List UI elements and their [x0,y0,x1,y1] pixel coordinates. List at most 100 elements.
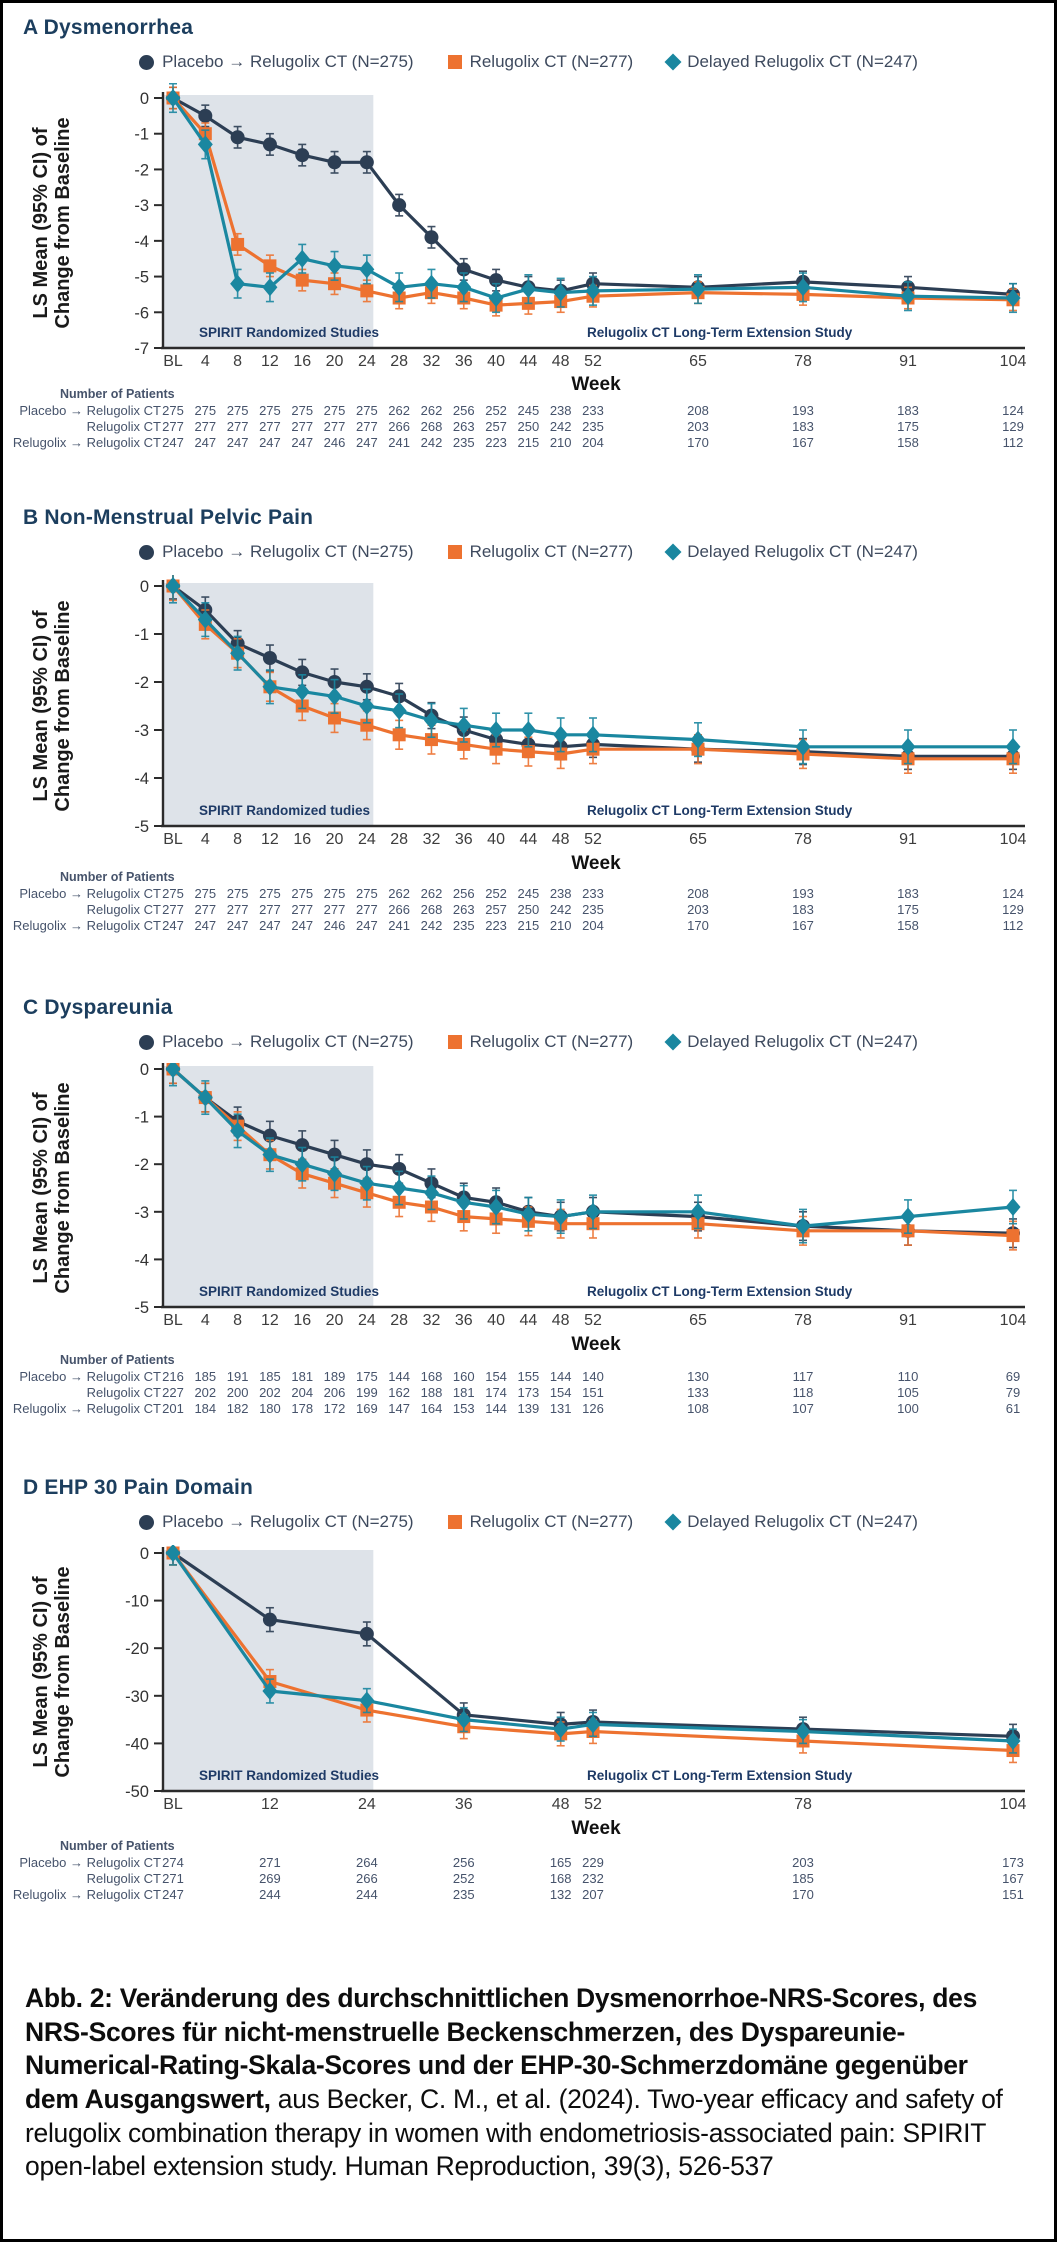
x-tick-label: 48 [552,831,570,848]
data-point-square [295,273,309,287]
x-tick-label: 104 [1000,353,1027,370]
legend: Placebo → Relugolix CT (N=275) Relugolix … [3,542,1054,562]
data-point-diamond [795,1217,811,1236]
patients-count: 79 [1006,1385,1020,1400]
patients-count: 185 [194,1369,216,1384]
y-tick-label: -10 [125,1593,149,1611]
patients-row: Placebo → Relugolix CT 275 275 275 275 275 275… [19,403,1023,418]
patients-count: 277 [324,902,346,917]
extension-region-label: Relugolix CT Long-Term Extension Study [587,1284,853,1299]
data-point-diamond [900,287,916,306]
data-point-diamond [294,682,310,701]
circle-marker-icon [139,1034,155,1050]
data-point-diamond [359,1691,375,1710]
patients-count: 247 [356,435,378,450]
x-axis-title: Week [571,374,621,395]
data-point-diamond [423,711,439,730]
data-point-diamond [359,1174,375,1193]
data-point-circle [392,198,407,213]
data-point-diamond [456,716,472,735]
patients-count: 208 [687,403,709,418]
x-tick-label: 91 [899,1312,917,1329]
x-tick-label: 48 [552,1312,570,1329]
x-tick-label: 32 [423,353,441,370]
x-tick-label: 16 [293,353,311,370]
patients-count: 154 [485,1369,507,1384]
patients-count: 203 [687,902,709,917]
data-point-circle [295,665,310,680]
patients-count: 277 [259,419,281,434]
patients-count: 191 [227,1369,249,1384]
panel-title: C Dyspareunia [23,996,173,1019]
patients-count: 246 [324,435,346,450]
patients-count: 244 [356,1887,378,1902]
panel-title: A Dysmenorrhea [23,16,194,39]
patients-count: 165 [550,1855,572,1870]
data-point-circle [295,1138,310,1153]
patients-count: 215 [518,435,540,450]
x-tick-label: BL [163,353,183,370]
y-axis-title: LS Mean (95% CI) ofChange from Baseline [30,117,74,328]
data-point-diamond [900,737,916,756]
x-tick-label: 36 [455,831,473,848]
patients-count: 238 [550,403,572,418]
patients-count: 235 [582,902,604,917]
data-point-diamond [327,256,343,275]
patients-count: 155 [518,1369,540,1384]
x-tick-label: 52 [584,831,602,848]
patients-count: 180 [259,1401,281,1416]
patients-count: 262 [421,403,443,418]
patients-count: 188 [421,1385,443,1400]
y-tick-label: -7 [134,340,149,358]
patients-table-header: Number of Patients [60,1353,175,1367]
legend-label: Relugolix CT (N=277) [469,1512,634,1531]
square-marker-icon [447,1035,462,1049]
patients-count: 277 [291,902,313,917]
data-point-diamond [690,280,706,299]
patients-count: 168 [550,1871,572,1886]
caption-bold: Abb. 2: Veränderung des durchschnittlich… [25,1983,978,2114]
patients-count: 269 [259,1871,281,1886]
data-point-circle [262,1612,277,1627]
x-tick-label: 16 [293,1312,311,1329]
patients-count: 250 [518,419,540,434]
patients-count: 275 [162,886,184,901]
data-point-diamond [520,280,536,299]
patients-count: 151 [1002,1887,1024,1902]
legend-label: Delayed Relugolix CT (N=247) [687,52,918,71]
data-point-square [231,237,245,251]
patients-count: 238 [550,886,572,901]
circle-marker-icon [139,54,155,70]
data-point-circle [327,1147,342,1162]
y-tick-label: -3 [134,722,149,740]
patients-count: 178 [291,1401,313,1416]
x-tick-label: 91 [899,353,917,370]
patients-count: 247 [356,918,378,933]
data-point-diamond [690,730,706,749]
patients-count: 241 [388,918,410,933]
x-tick-label: 52 [584,1312,602,1329]
data-point-diamond [294,249,310,268]
panel-ehp30-pain-domain: D EHP 30 Pain Domain Placebo → Relugolix… [3,1463,1054,1948]
patients-count: 247 [162,1887,184,1902]
patients-count: 274 [162,1855,184,1870]
patients-row-label: Relugolix CT [87,1871,161,1886]
data-point-diamond [359,697,375,715]
patients-count: 132 [550,1887,572,1902]
x-tick-label: 12 [261,1796,279,1813]
patients-count: 277 [356,419,378,434]
patients-count: 268 [421,902,443,917]
patients-row-label: Placebo → Relugolix CT [19,886,161,901]
patients-count: 185 [259,1369,281,1384]
patients-count: 232 [582,1871,604,1886]
patients-count: 263 [453,419,475,434]
patients-count: 229 [582,1855,604,1870]
patients-count: 154 [550,1385,572,1400]
data-point-square [521,745,535,759]
y-tick-label: -2 [134,1156,149,1174]
patients-count: 167 [792,435,814,450]
patients-table-header: Number of Patients [60,1839,175,1853]
patients-count: 247 [259,918,281,933]
legend-item-circle: Placebo → Relugolix CT (N=275) [139,1512,414,1532]
patients-count: 247 [227,918,249,933]
